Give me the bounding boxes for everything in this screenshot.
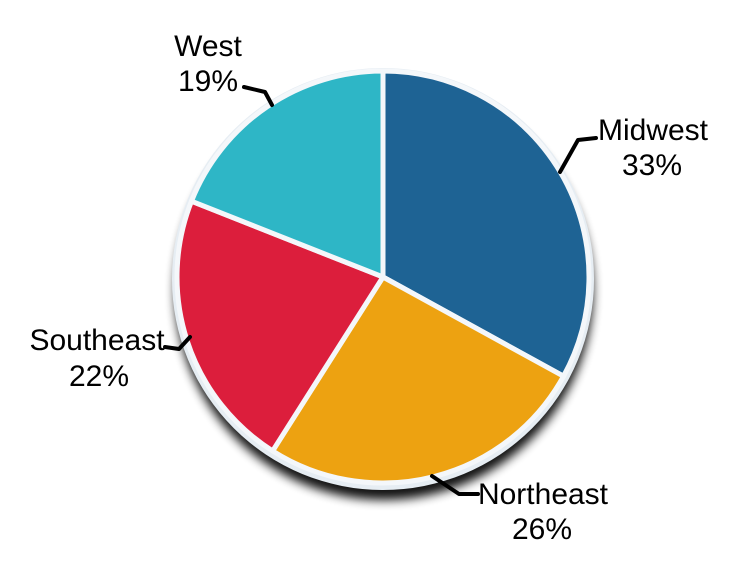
- leader-line-midwest: [558, 136, 598, 174]
- label-midwest: Midwest: [598, 114, 709, 147]
- label-southeast: Southeast: [29, 324, 165, 357]
- callout-labels: West 19% Midwest 33% Southeast 22% North…: [29, 30, 708, 546]
- leader-line-northeast: [430, 474, 480, 496]
- leader-line-southeast: [163, 335, 192, 351]
- label-west: West: [174, 30, 242, 63]
- leader-lines: [163, 85, 598, 496]
- pie-slices: [174, 68, 592, 486]
- label-northeast-pct: 26%: [512, 513, 572, 546]
- leader-line-west: [242, 85, 274, 107]
- pie-slice-west: [188, 68, 386, 280]
- label-west-pct: 19%: [178, 65, 238, 98]
- label-southeast-pct: 22%: [69, 360, 129, 393]
- label-midwest-pct: 33%: [622, 149, 682, 182]
- label-northeast: Northeast: [478, 478, 609, 511]
